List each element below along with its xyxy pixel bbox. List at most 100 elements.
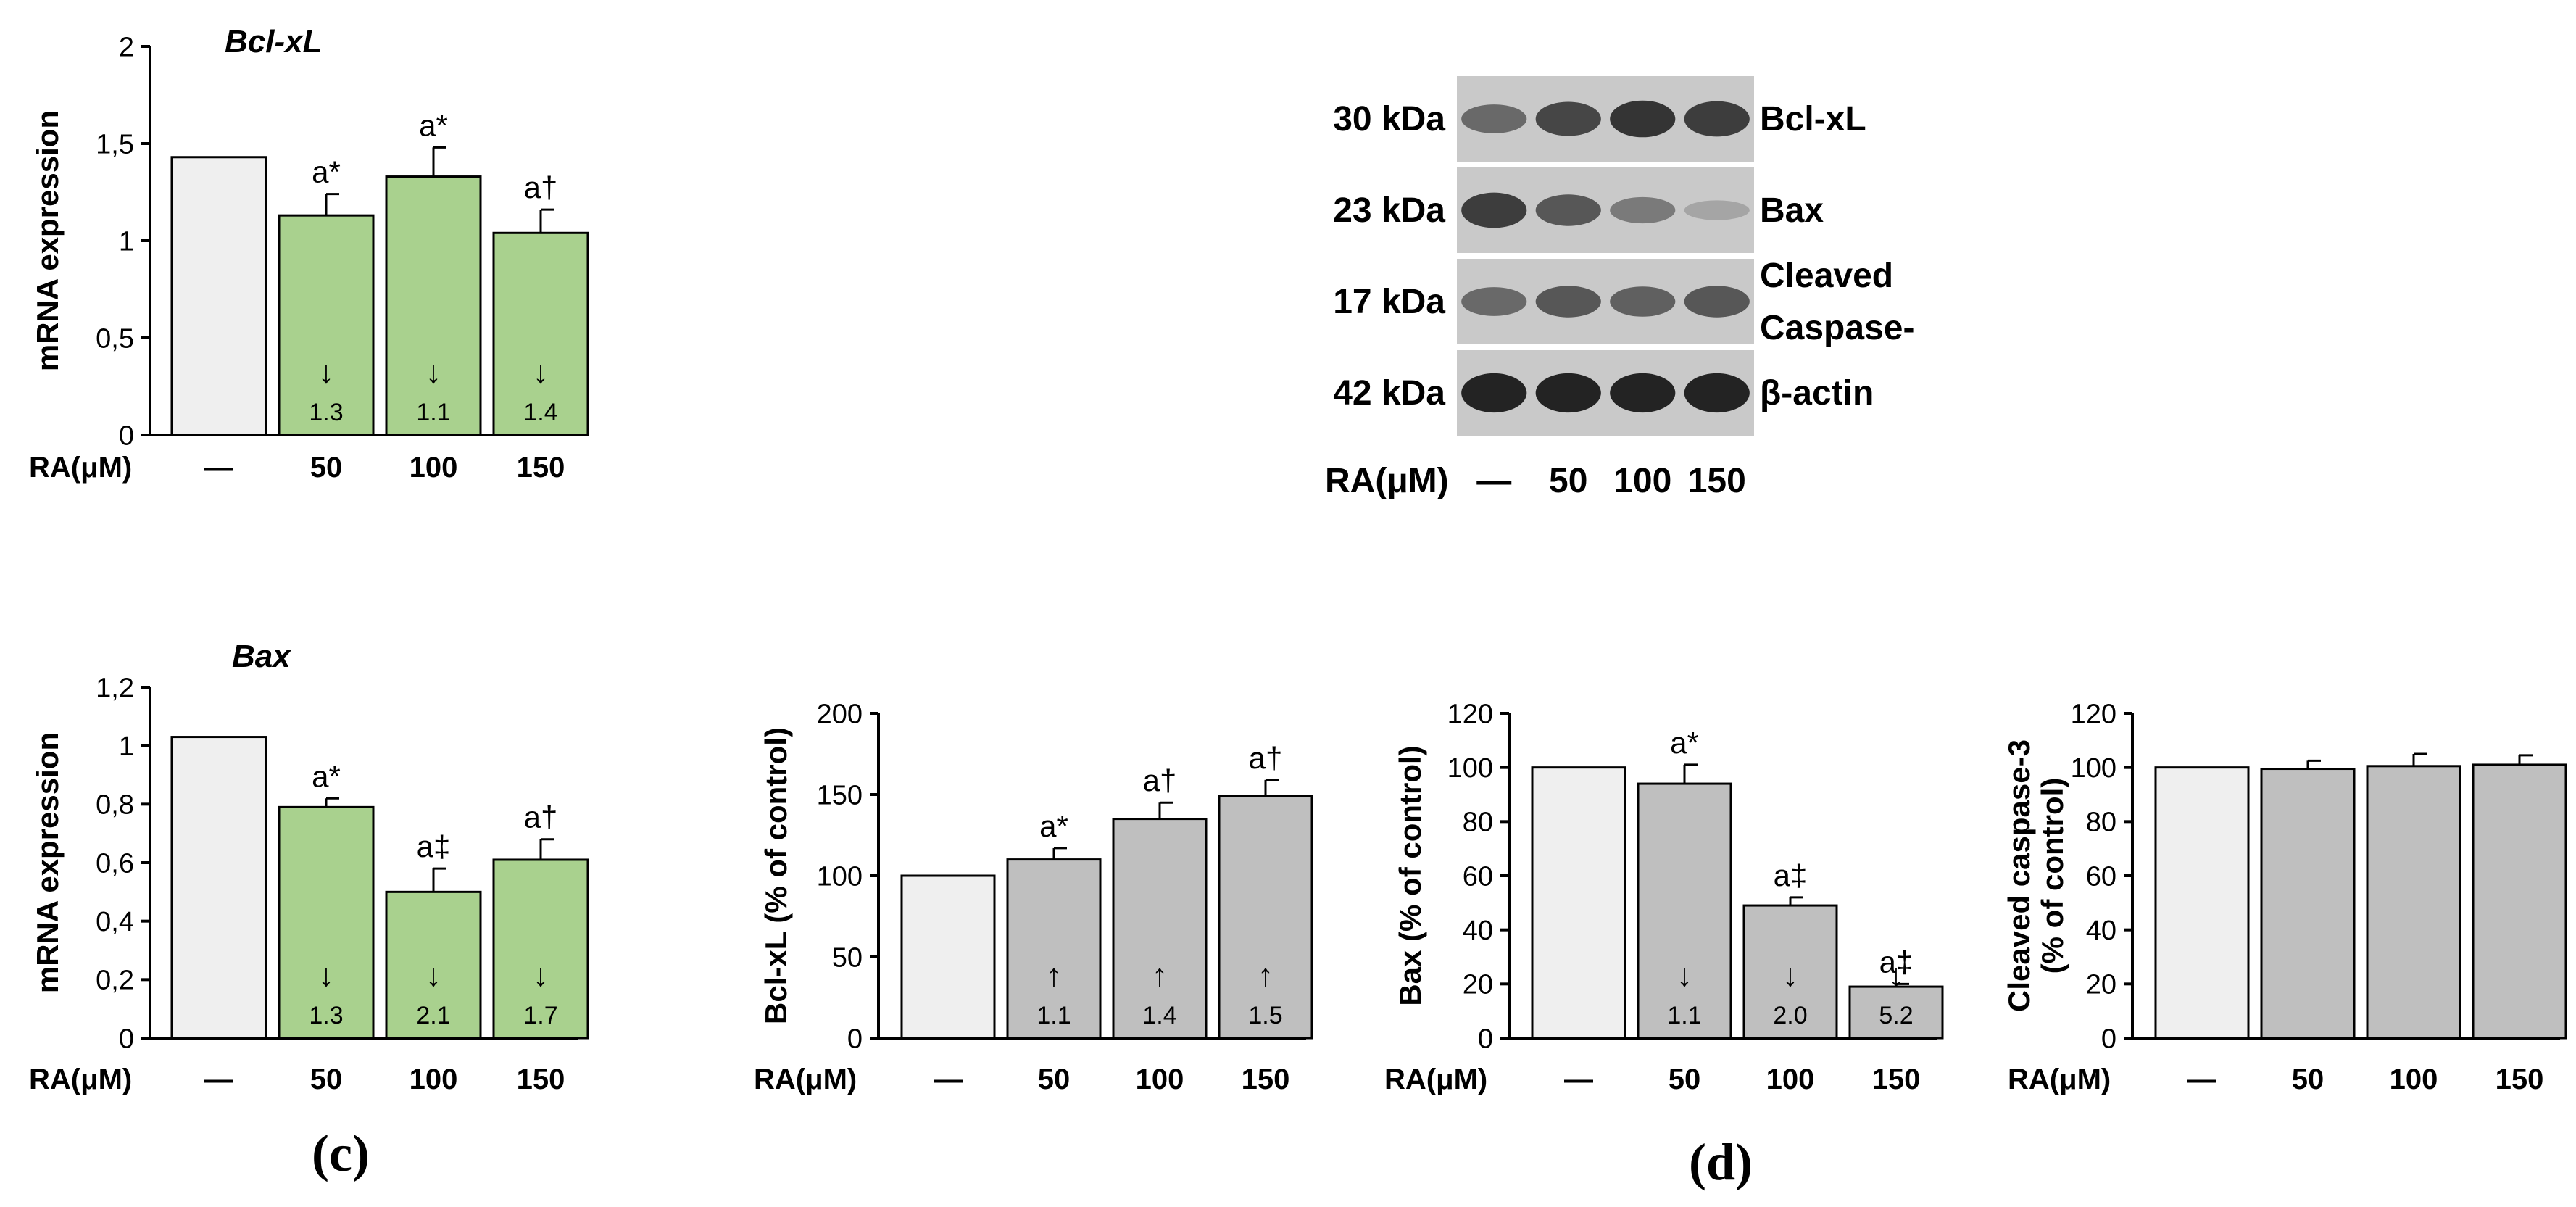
blot-lane-label: 100	[1613, 462, 1671, 500]
y-tick-label: 20	[2086, 970, 2116, 1000]
bar	[2472, 763, 2567, 1040]
y-tick-label: 1	[119, 226, 134, 257]
change-arrow-icon: ↑	[1258, 958, 1274, 993]
blot-band	[1610, 373, 1676, 413]
x-tick-label: —	[204, 452, 233, 484]
bar	[385, 890, 482, 1040]
y-tick-label: 1,2	[96, 673, 134, 703]
y-axis-label: Bcl-xL (% of control)	[759, 727, 793, 1024]
bar	[1218, 795, 1313, 1040]
fold-change-label: 1.1	[1036, 1002, 1071, 1029]
bar	[278, 214, 375, 436]
fold-change-label: 1.3	[309, 1002, 343, 1029]
x-tick-label: 100	[410, 452, 458, 484]
blot-band	[1684, 373, 1750, 413]
fold-change-label: 1.5	[1248, 1002, 1282, 1029]
significance-label: a‡	[417, 829, 451, 863]
x-axis-label: RA(μM)	[2008, 1063, 2111, 1095]
bar	[170, 156, 267, 436]
change-arrow-icon: ↓	[1677, 958, 1692, 993]
blot-band	[1461, 192, 1527, 228]
fold-change-label: 2.1	[416, 1002, 450, 1029]
change-arrow-icon: ↓	[1782, 958, 1798, 993]
chart-title: Bcl-xL	[225, 24, 322, 59]
significance-label: a‡	[1879, 945, 1914, 979]
x-tick-label: 100	[1766, 1063, 1815, 1095]
y-tick-label: 0	[119, 420, 134, 451]
blot-kda-label: 42 kDa	[1333, 374, 1445, 412]
y-tick-label: 0,8	[96, 790, 134, 821]
blot-x-axis-label: RA(μM)	[1325, 462, 1449, 500]
panel-label-c: (c)	[312, 1124, 370, 1182]
bax-mrna-svg: 0 0,2 0,4 0,6 0,8 1 1,2 mRNA expression Bax RA(μM…	[29, 639, 589, 1095]
x-tick-label: 100	[2390, 1063, 2438, 1095]
significance-label: a†	[524, 170, 558, 204]
y-tick-label: 60	[1463, 861, 1493, 892]
chart-bax-mrna: 0 0,2 0,4 0,6 0,8 1 1,2 mRNA expression Bax RA(μM…	[0, 616, 652, 1124]
x-tick-label: 50	[310, 1063, 343, 1095]
chart-bclxl-protein: 0 50 100 150 200 Bcl-xL (% of control) RA(μM) —…	[725, 616, 1341, 1124]
bar	[492, 858, 589, 1040]
blot-kda-label: 17 kDa	[1333, 283, 1445, 321]
blot-band	[1535, 373, 1601, 413]
y-axis-label: (% of control)	[2035, 778, 2069, 974]
x-tick-label: —	[204, 1063, 233, 1095]
x-tick-label: —	[934, 1063, 963, 1095]
bar	[385, 175, 482, 436]
bar	[492, 231, 589, 436]
x-tick-label: 100	[1136, 1063, 1184, 1095]
significance-label: a*	[1039, 809, 1068, 843]
bar	[900, 874, 996, 1040]
caspase-protein-svg: 0 20 40 60 80 100 120 Cleaved caspase-3 (% of co…	[2002, 699, 2567, 1095]
bar	[1848, 985, 1944, 1040]
blot-band	[1535, 101, 1601, 136]
y-tick-label: 80	[1463, 808, 1493, 838]
x-tick-label: 50	[1669, 1063, 1701, 1095]
y-axis-label: Bax (% of control)	[1393, 745, 1427, 1005]
y-axis-label: mRNA expression	[30, 110, 65, 371]
blot-lane-label: 150	[1688, 462, 1746, 500]
fold-change-label: 2.0	[1773, 1002, 1807, 1029]
bar	[2154, 766, 2250, 1040]
bar	[1637, 782, 1732, 1040]
change-arrow-icon: ↓	[425, 354, 441, 390]
x-axis-label: RA(μM)	[1384, 1063, 1487, 1095]
y-tick-label: 150	[817, 780, 863, 810]
bax-protein-svg: 0 20 40 60 80 100 120 Bax (% of control) RA(μM) —…	[1384, 699, 1944, 1095]
significance-label: a†	[1249, 741, 1283, 775]
y-tick-label: 40	[2086, 916, 2116, 946]
y-tick-label: 80	[2086, 808, 2116, 838]
y-tick-label: 200	[817, 699, 863, 729]
x-tick-label: —	[1564, 1063, 1593, 1095]
significance-label: a†	[1143, 763, 1177, 797]
y-tick-label: 0	[847, 1024, 863, 1054]
blot-kda-label: 23 kDa	[1333, 191, 1445, 230]
y-tick-label: 0,4	[96, 907, 134, 937]
blot-protein-label: Bax	[1760, 191, 1824, 230]
blot-band	[1684, 200, 1750, 220]
y-tick-label: 60	[2086, 861, 2116, 892]
chart-bax-protein: 0 20 40 60 80 100 120 Bax (% of control) RA(μM) —…	[1363, 616, 1979, 1124]
bar	[278, 805, 375, 1040]
x-tick-label: 150	[1242, 1063, 1290, 1095]
bar	[1531, 766, 1626, 1040]
fold-change-label: 1.4	[1142, 1002, 1176, 1029]
y-tick-label: 0	[119, 1024, 134, 1054]
change-arrow-icon: ↑	[1152, 958, 1168, 993]
y-axis-label: Cleaved caspase-3	[2002, 739, 2036, 1012]
western-blot: 30 kDa Bcl-xL 23 kDa Bax 17 kDa Cleaved Caspas…	[1319, 69, 1914, 504]
panel-label-d: (d)	[1689, 1133, 1753, 1191]
bar	[1742, 904, 1838, 1040]
blot-lane-label: —	[1476, 462, 1511, 500]
blot-protein-label: Bcl-xL	[1760, 100, 1866, 138]
y-tick-label: 120	[2071, 699, 2116, 729]
fold-change-label: 5.2	[1879, 1002, 1913, 1029]
y-tick-label: 0,6	[96, 848, 134, 879]
blot-band	[1684, 286, 1750, 318]
blot-band	[1461, 373, 1527, 413]
fold-change-label: 1.4	[523, 399, 557, 426]
fold-change-label: 1.7	[523, 1002, 557, 1029]
blot-lane-label: 50	[1549, 462, 1587, 500]
x-tick-label: 50	[1038, 1063, 1071, 1095]
x-tick-label: 100	[410, 1063, 458, 1095]
